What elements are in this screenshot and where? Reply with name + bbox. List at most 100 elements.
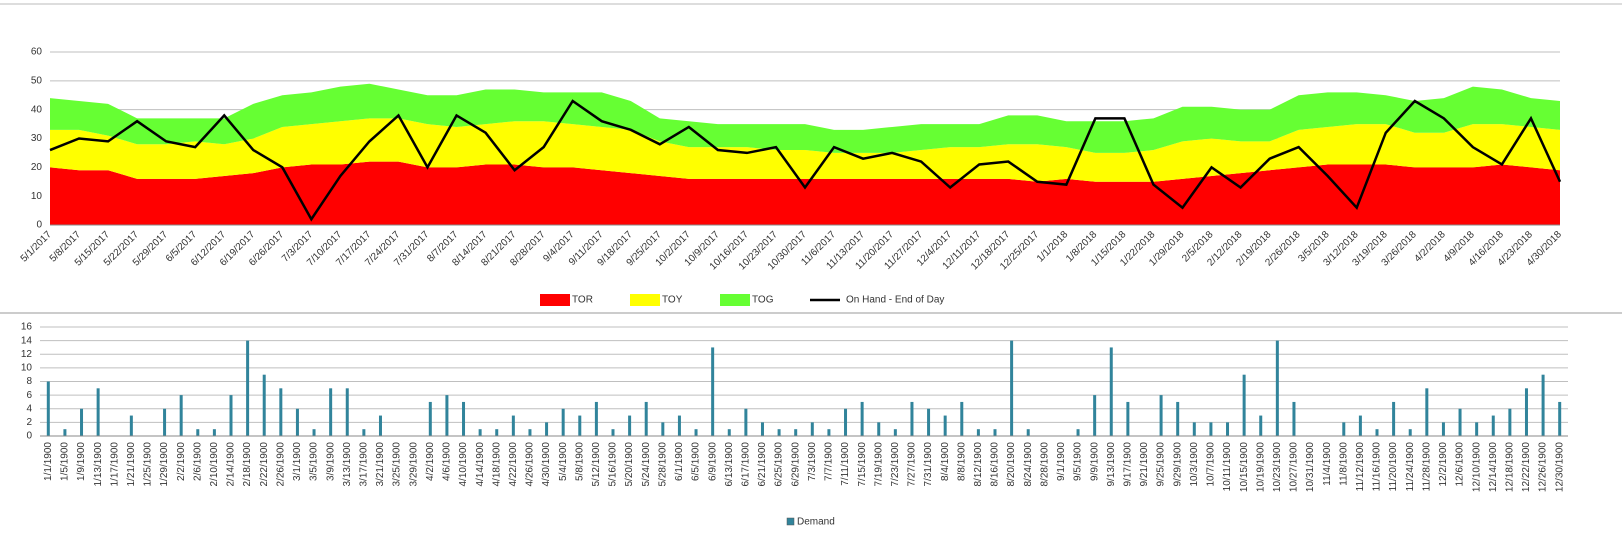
x-tick-label: 5/20/1900 [624,442,635,487]
x-tick-label: 10/3/1900 [1189,442,1200,487]
x-tick-label: 4/14/1900 [475,442,486,487]
x-tick-label: 1/9/1900 [76,442,87,481]
x-tick-label: 5/28/1900 [657,442,668,487]
x-tick-label: 8/28/1900 [1039,442,1050,487]
x-tick-label: 11/12/1900 [1355,442,1366,492]
bar [129,415,133,436]
x-tick-label: 1/1/1900 [43,442,54,481]
bar [1491,415,1495,436]
x-tick-label: 8/4/1900 [940,442,951,481]
x-tick-label: 6/21/1900 [757,442,768,487]
x-tick-label: 10/27/1900 [1289,442,1300,492]
x-tick-label: 7/3/1900 [807,442,818,481]
x-tick-label: 3/17/1900 [359,442,370,487]
x-tick-label: 6/29/1900 [790,442,801,487]
y-tick-label: 40 [31,104,43,115]
x-tick-label: 12/26/1900 [1538,442,1549,492]
x-tick-label: 9/13/1900 [1106,442,1117,487]
bar [1408,429,1412,436]
bar [993,429,997,436]
bar [1475,422,1479,436]
bar [1508,408,1512,436]
legend-label: TOR [572,295,593,306]
x-tick-label: 6/17/1900 [741,442,752,487]
bar [1209,422,1213,436]
x-tick-label: 3/29/1900 [408,442,419,487]
y-tick-label: 2 [26,417,32,428]
legend-label: TOG [752,295,774,306]
bar [727,429,731,436]
bar [279,388,283,436]
x-tick-label: 9/29/1900 [1172,442,1183,487]
x-tick-label: 4/26/1900 [525,442,536,487]
x-tick-label: 6/9/1900 [707,442,718,481]
bar [1558,401,1562,436]
bar [212,429,216,436]
x-tick-label: 7/23/1900 [890,442,901,487]
x-tick-label: 4/30/1900 [541,442,552,487]
x-tick-label: 2/2/1900 [176,442,187,481]
x-tick-label: 12/2/1900 [1438,442,1449,487]
legend-label: On Hand - End of Day [846,295,944,306]
x-tick-label: 2/22/1900 [259,442,270,487]
x-tick-label: 4/10/1900 [458,442,469,487]
area [50,83,1560,153]
y-tick-label: 10 [31,191,43,202]
bar [295,408,299,436]
x-tick-label: 7/31/1900 [923,442,934,487]
bar [80,408,84,436]
x-tick-label: 2/6/1900 [192,442,203,481]
bar [1358,415,1362,436]
x-tick-label: 9/17/1900 [1123,442,1134,487]
bar [611,429,615,436]
bar [1275,340,1279,436]
x-tick-label: 10/7/1900 [1206,442,1217,487]
x-tick-label: 1/21/1900 [126,442,137,487]
x-tick-label: 11/24/1900 [1405,442,1416,492]
y-tick-label: 60 [31,47,43,58]
bar [262,374,266,436]
bar [46,381,50,436]
bar [1126,401,1130,436]
bar [578,415,582,436]
x-tick-label: 10/19/1900 [1255,442,1266,492]
x-tick-label: 6/13/1900 [724,442,735,487]
bar [860,401,864,436]
bar [1093,395,1097,436]
bar [445,395,449,436]
x-tick-label: 12/6/1900 [1455,442,1466,487]
bar [561,408,565,436]
x-tick-label: 7/19/1900 [873,442,884,487]
x-tick-label: 3/25/1900 [392,442,403,487]
bar [1541,374,1545,436]
x-tick-label: 9/9/1900 [1089,442,1100,481]
bar [1441,422,1445,436]
x-tick-label: 5/24/1900 [641,442,652,487]
x-tick-label: 6/25/1900 [774,442,785,487]
x-tick-label: 2/26/1900 [275,442,286,487]
bar [345,388,349,436]
x-tick-label: 1/17/1900 [109,442,120,487]
line [49,99,1562,222]
legend-swatch [630,294,660,306]
x-tick-label: 8/16/1900 [990,442,1001,487]
y-tick-label: 0 [36,220,42,231]
x-tick-label: 10/23/1900 [1272,442,1283,492]
bar [1342,422,1346,436]
x-tick-label: 3/5/1900 [309,442,320,481]
bar [196,429,200,436]
x-tick-label: 5/12/1900 [591,442,602,487]
x-tick-label: 8/20/1900 [1006,442,1017,487]
bar [495,429,499,436]
bar [1392,401,1396,436]
bar [1375,429,1379,436]
bar [1524,388,1528,436]
x-tick-label: 5/4/1900 [558,442,569,481]
x-tick-label: 4/6/1900 [442,442,453,481]
y-tick-label: 12 [21,349,33,360]
x-tick-label: 4/2/1900 [425,442,436,481]
y-tick-label: 8 [26,376,32,387]
bar [1109,347,1113,436]
x-tick-label: 10/15/1900 [1239,442,1250,492]
